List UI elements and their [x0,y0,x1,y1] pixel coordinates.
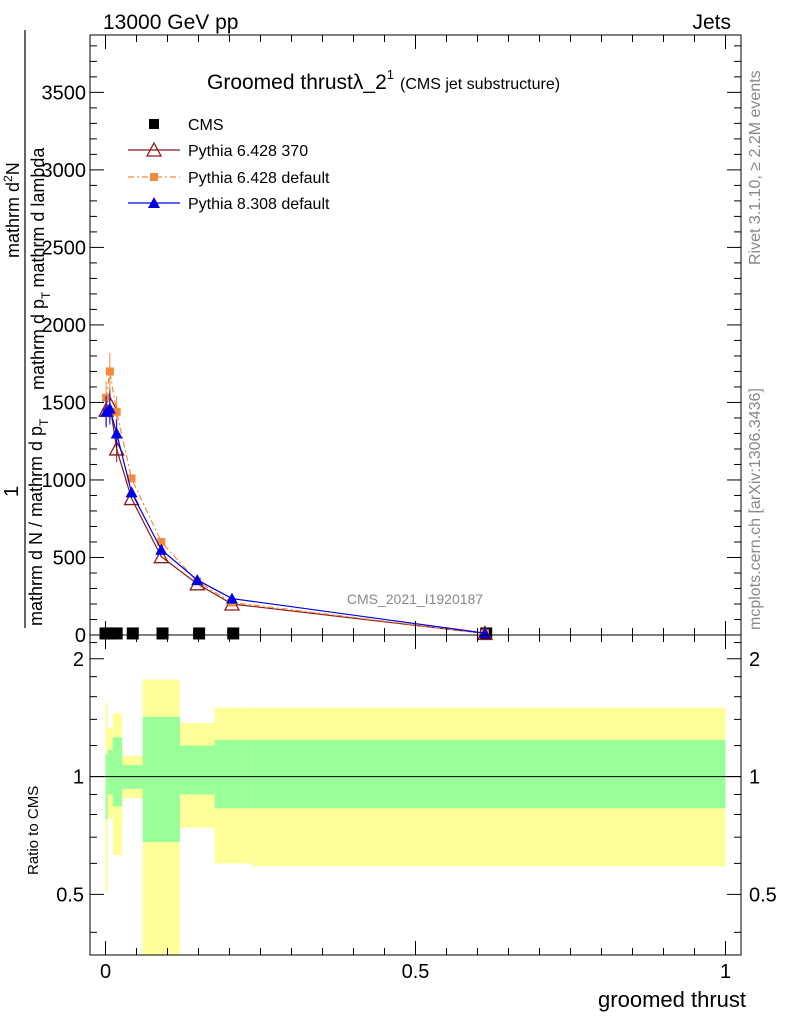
process-label: Jets [692,11,731,34]
legend-entry: Pythia 8.308 default [128,196,330,213]
legend-entry: Pythia 6.428 default [128,170,330,187]
ratio-y-tick-label-right: 0.5 [749,884,777,906]
y-tick-label: 500 [53,547,86,569]
ylabel-num-line1: mathrm d2N [1,162,23,258]
x-axis-label: groomed thrust [598,987,746,1012]
ratio-inner-band [112,737,123,807]
y-tick-label: 1000 [42,470,87,492]
legend-label: Pythia 6.428 370 [188,143,308,160]
y-tick-label: 2500 [42,237,87,259]
data-point [103,402,116,414]
data-point [227,627,240,640]
x-tick-label: 0 [100,961,111,983]
data-point [191,573,204,585]
y-tick-label: 0 [75,625,86,647]
main-plot: 0 500 1000 1500 2000 2500 3000 3500 Groomed thr… [42,34,742,647]
ylabel-frac-den: mathrm d N / mathrm d pT [26,418,51,626]
ratio-inner-band [179,745,215,795]
ylabel-frac-one: 1 [1,486,23,497]
ratio-ylabel: Ratio to CMS [25,786,42,875]
data-point [110,427,123,439]
legend-entry: CMS [149,117,224,134]
data-point [105,367,114,376]
y-tick-label: 3000 [42,160,87,182]
ratio-inner-band [105,754,108,819]
legend-marker [150,173,158,181]
ratio-inner-band [214,740,252,809]
ratio-inner-band [107,749,113,795]
legend-label: Pythia 8.308 default [188,196,330,213]
data-point [110,627,123,640]
legend-marker [145,141,163,157]
data-point [125,486,138,498]
chart-title: Groomed thrustλ_21(CMS jet substructure) [207,67,560,94]
series-0 [99,627,493,640]
energy-label: 13000 GeV pp [103,11,238,34]
y-tick-label: 3500 [42,82,87,104]
series-line [105,371,486,635]
data-point [127,474,136,483]
ratio-y-tick-label-right: 2 [749,649,760,671]
rivet-version-label: Rivet 3.1.10, ≥ 2.2M events [747,70,764,265]
mcplots-label: mcplots.cern.ch [arXiv:1306.3436] [747,388,764,630]
ratio-inner-band [251,740,726,809]
data-point [156,627,169,640]
legend-entry: Pythia 6.428 370 [128,141,308,160]
data-point [155,543,168,555]
data-point [157,537,166,546]
legend-label: CMS [188,117,224,134]
data-point [112,407,121,416]
x-tick-label: 1 [720,961,731,983]
ratio-plot: 0.5 0.5 1 1 2 2 Ratio to CMS [25,634,777,956]
series-3 [100,392,491,639]
x-tick-label: 0.5 [402,961,430,983]
y-axis-label: 1 mathrm d N / mathrm d pT mathrm d2N ma… [1,30,53,628]
ratio-inner-band [142,716,180,843]
data-point [153,548,170,564]
ratio-y-tick-label: 1 [73,767,84,789]
ratio-y-tick-label-right: 1 [749,767,760,789]
data-point [225,592,238,604]
data-point [126,627,139,640]
data-point [193,627,206,640]
ratio-y-tick-label: 0.5 [56,884,84,906]
y-tick-label: 2000 [42,315,87,337]
x-axis: 0 0.5 1 [100,35,731,983]
legend: CMS Pythia 6.428 370 Pythia 6.428 default P… [128,117,330,213]
legend-label: Pythia 6.428 default [188,170,330,187]
ylabel-num-line2: mathrm d pTmathrm d lambda [28,147,53,390]
analysis-label: CMS_2021_I1920187 [347,591,483,607]
ratio-y-tick-label: 2 [73,649,84,671]
legend-marker [148,197,160,208]
legend-marker [149,119,159,129]
y-tick-label: 1500 [42,392,87,414]
